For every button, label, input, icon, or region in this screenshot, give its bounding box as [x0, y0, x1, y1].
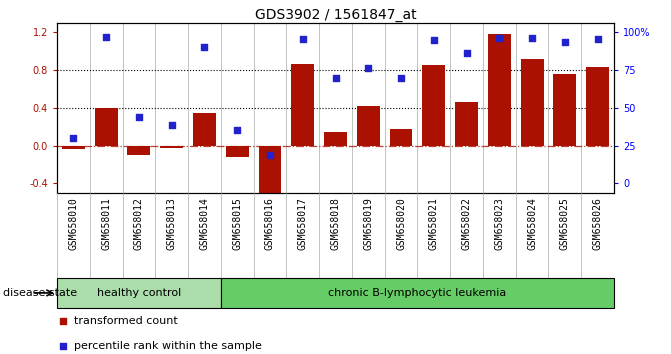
Point: [297, 36, 308, 42]
Text: GSM658019: GSM658019: [363, 197, 373, 250]
Text: GSM658015: GSM658015: [232, 197, 242, 250]
Point: [560, 39, 570, 45]
Text: GSM658011: GSM658011: [101, 197, 111, 250]
Bar: [193, 113, 216, 146]
Bar: [422, 65, 446, 146]
Text: GSM658012: GSM658012: [134, 197, 144, 250]
Point: [396, 75, 407, 81]
Bar: [258, 146, 281, 193]
Point: [101, 34, 111, 40]
Text: GSM658017: GSM658017: [298, 197, 308, 250]
Bar: [488, 34, 511, 146]
Point: [264, 152, 275, 158]
Text: healthy control: healthy control: [97, 288, 181, 298]
Text: GSM658018: GSM658018: [331, 197, 340, 250]
Text: GSM658020: GSM658020: [396, 197, 406, 250]
Point: [57, 343, 68, 349]
Point: [232, 127, 243, 132]
Text: GSM658016: GSM658016: [265, 197, 275, 250]
Bar: [521, 59, 544, 146]
Text: transformed count: transformed count: [74, 316, 178, 326]
Point: [134, 115, 144, 120]
Bar: [455, 102, 478, 146]
Point: [494, 35, 505, 41]
Text: GSM658023: GSM658023: [495, 197, 505, 250]
Bar: [324, 132, 347, 146]
Bar: [160, 146, 183, 148]
Point: [330, 75, 341, 81]
Bar: [586, 67, 609, 146]
Bar: [291, 64, 314, 146]
Point: [461, 50, 472, 56]
Point: [363, 65, 374, 71]
Point: [57, 318, 68, 324]
Bar: [221, 278, 614, 308]
Point: [527, 35, 537, 41]
Bar: [95, 108, 117, 146]
Text: GSM658022: GSM658022: [462, 197, 472, 250]
Text: GSM658010: GSM658010: [68, 197, 79, 250]
Text: GSM658014: GSM658014: [199, 197, 209, 250]
Text: GSM658021: GSM658021: [429, 197, 439, 250]
Bar: [357, 106, 380, 146]
Bar: [57, 278, 221, 308]
Text: GSM658026: GSM658026: [592, 197, 603, 250]
Bar: [390, 129, 413, 146]
Point: [68, 135, 79, 141]
Bar: [127, 146, 150, 155]
Text: GSM658013: GSM658013: [166, 197, 176, 250]
Text: disease state: disease state: [3, 288, 77, 298]
Point: [199, 44, 210, 50]
Point: [166, 122, 177, 128]
Point: [592, 36, 603, 42]
Text: GSM658024: GSM658024: [527, 197, 537, 250]
Bar: [62, 146, 85, 149]
Point: [428, 37, 439, 43]
Text: GSM658025: GSM658025: [560, 197, 570, 250]
Bar: [554, 74, 576, 146]
Text: percentile rank within the sample: percentile rank within the sample: [74, 341, 262, 351]
Text: chronic B-lymphocytic leukemia: chronic B-lymphocytic leukemia: [328, 288, 507, 298]
Bar: [225, 146, 249, 157]
Title: GDS3902 / 1561847_at: GDS3902 / 1561847_at: [255, 8, 416, 22]
